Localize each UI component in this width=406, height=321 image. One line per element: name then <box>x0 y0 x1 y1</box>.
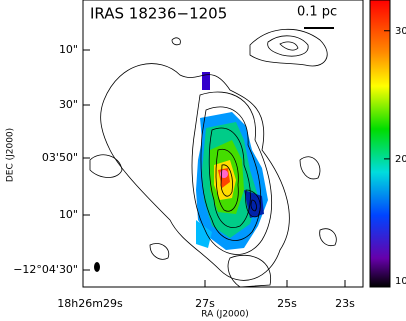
x-tick-label: 23s <box>335 297 355 310</box>
x-tick-label: 27s <box>195 297 215 310</box>
x-tick-label: 18h26m29s <box>57 297 123 310</box>
contours <box>89 28 337 287</box>
x-axis-label: RA (J2000) <box>201 310 249 320</box>
beam <box>94 262 100 272</box>
colorbar-tick-label: 30 <box>395 26 406 37</box>
colorbar-tick-label: 20 <box>395 154 406 165</box>
map <box>89 28 337 287</box>
colorbar-tick-label: 10 <box>395 276 406 287</box>
x-tick-label: 25s <box>277 297 297 310</box>
y-tick-label: 03'50" <box>42 151 78 164</box>
y-tick-label: 30" <box>59 98 78 111</box>
y-tick-label: 10" <box>59 43 78 56</box>
axis-ticks <box>83 49 346 287</box>
plot-frame <box>82 0 364 288</box>
y-tick-label: −12°04'30" <box>13 263 78 276</box>
emission-map <box>196 72 268 250</box>
y-tick-label: 10" <box>59 208 78 221</box>
colorbar <box>369 0 391 288</box>
title: IRAS 18236−1205 <box>90 5 227 23</box>
y-axis-label: DEC (J2000) <box>6 128 16 182</box>
scale-bar-label: 0.1 pc <box>297 5 337 20</box>
